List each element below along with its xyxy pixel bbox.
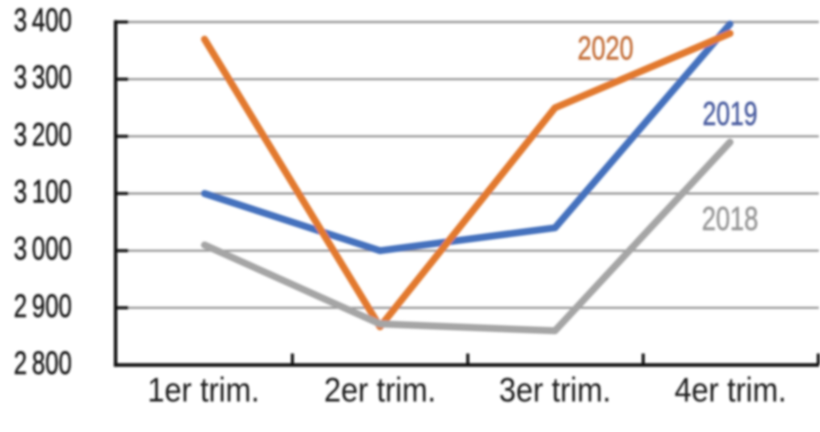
svg-text:2er trim.: 2er trim.: [324, 372, 436, 410]
svg-text:1er trim.: 1er trim.: [148, 372, 260, 410]
svg-text:2019: 2019: [703, 95, 758, 132]
svg-text:3 000: 3 000: [14, 231, 72, 267]
svg-text:3 300: 3 300: [14, 59, 72, 95]
svg-text:3 100: 3 100: [14, 174, 72, 210]
svg-text:3 400: 3 400: [14, 2, 72, 38]
svg-text:2 800: 2 800: [14, 345, 72, 381]
svg-text:3er trim.: 3er trim.: [499, 372, 611, 410]
svg-text:2 900: 2 900: [14, 288, 72, 324]
svg-text:2018: 2018: [702, 200, 759, 237]
svg-text:2020: 2020: [578, 30, 634, 67]
svg-text:4er trim.: 4er trim.: [675, 372, 787, 410]
svg-text:3 200: 3 200: [14, 116, 72, 152]
